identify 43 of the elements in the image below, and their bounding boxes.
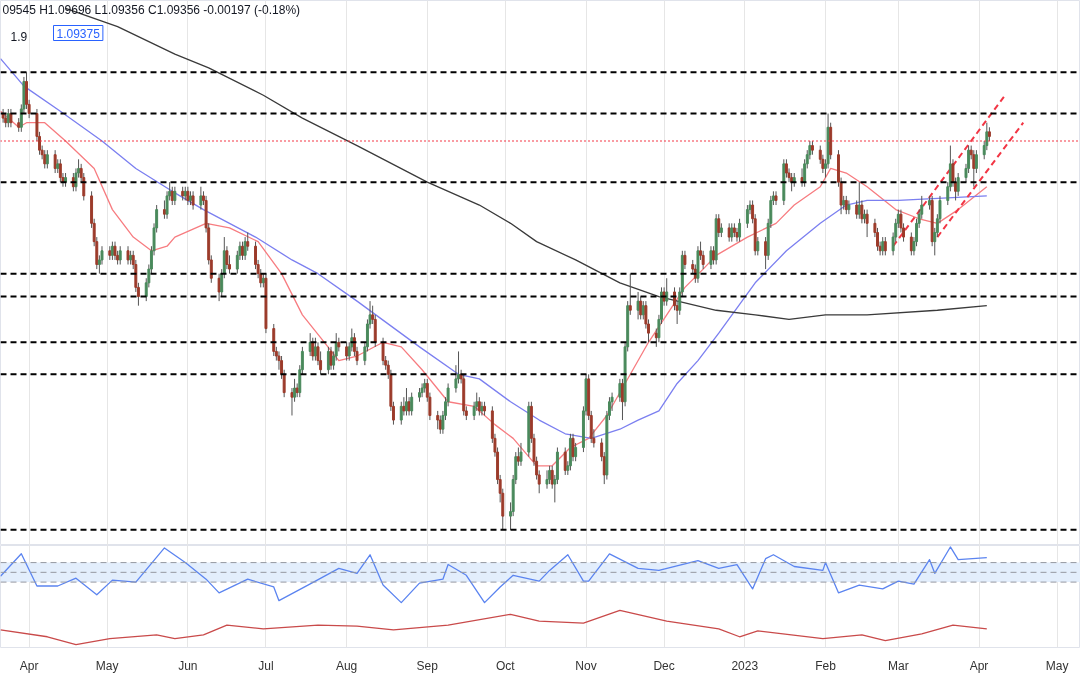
candlestick (738, 218, 742, 243)
x-tick-label: Jun (178, 658, 198, 673)
x-tick-label: May (1045, 658, 1069, 673)
candlestick (420, 382, 424, 398)
text: 09545 H1.09696 L1.09356 C1.09356 -0.00197 (-0.18%) (2, 2, 301, 17)
candlestick (709, 245, 713, 270)
candlestick (113, 241, 117, 261)
x-tick-label: Apr (969, 658, 989, 673)
candlestick (9, 108, 13, 128)
candlestick (329, 346, 333, 371)
x-tick-label: Jul (258, 658, 274, 673)
candlestick (847, 199, 851, 215)
x-tick-label: May (95, 658, 119, 673)
candlestick (243, 236, 247, 261)
candlestick (712, 245, 716, 266)
candlestick (399, 401, 403, 426)
x-tick-label: 2023 (731, 658, 759, 673)
candlestick (972, 149, 976, 188)
x-tick-label: Sep (416, 658, 439, 673)
text: 1.09375 (56, 26, 101, 41)
candlestick (548, 465, 552, 485)
candlestick (173, 186, 177, 206)
candlestick (956, 172, 960, 197)
candlestick (519, 442, 523, 467)
candlestick (477, 396, 481, 416)
candlestick (410, 392, 414, 416)
candlestick (545, 469, 549, 490)
x-tick-label: Aug (335, 658, 358, 673)
x-tick-label: Feb (815, 658, 837, 673)
x-tick-label: Oct (496, 658, 516, 673)
candlestick (381, 337, 385, 366)
x-tick-label: Apr (19, 658, 39, 673)
candlestick (784, 158, 788, 179)
x-tick-label: Mar (888, 658, 909, 673)
candlestick (628, 273, 632, 316)
candlestick (764, 236, 768, 270)
candlestick (745, 204, 749, 229)
x-tick-label: Nov (575, 658, 597, 673)
x-tick-label: Dec (653, 658, 675, 673)
candlestick (217, 273, 221, 302)
candlestick (636, 291, 640, 320)
text: 1.9 (10, 29, 28, 44)
candlestick (241, 241, 244, 261)
